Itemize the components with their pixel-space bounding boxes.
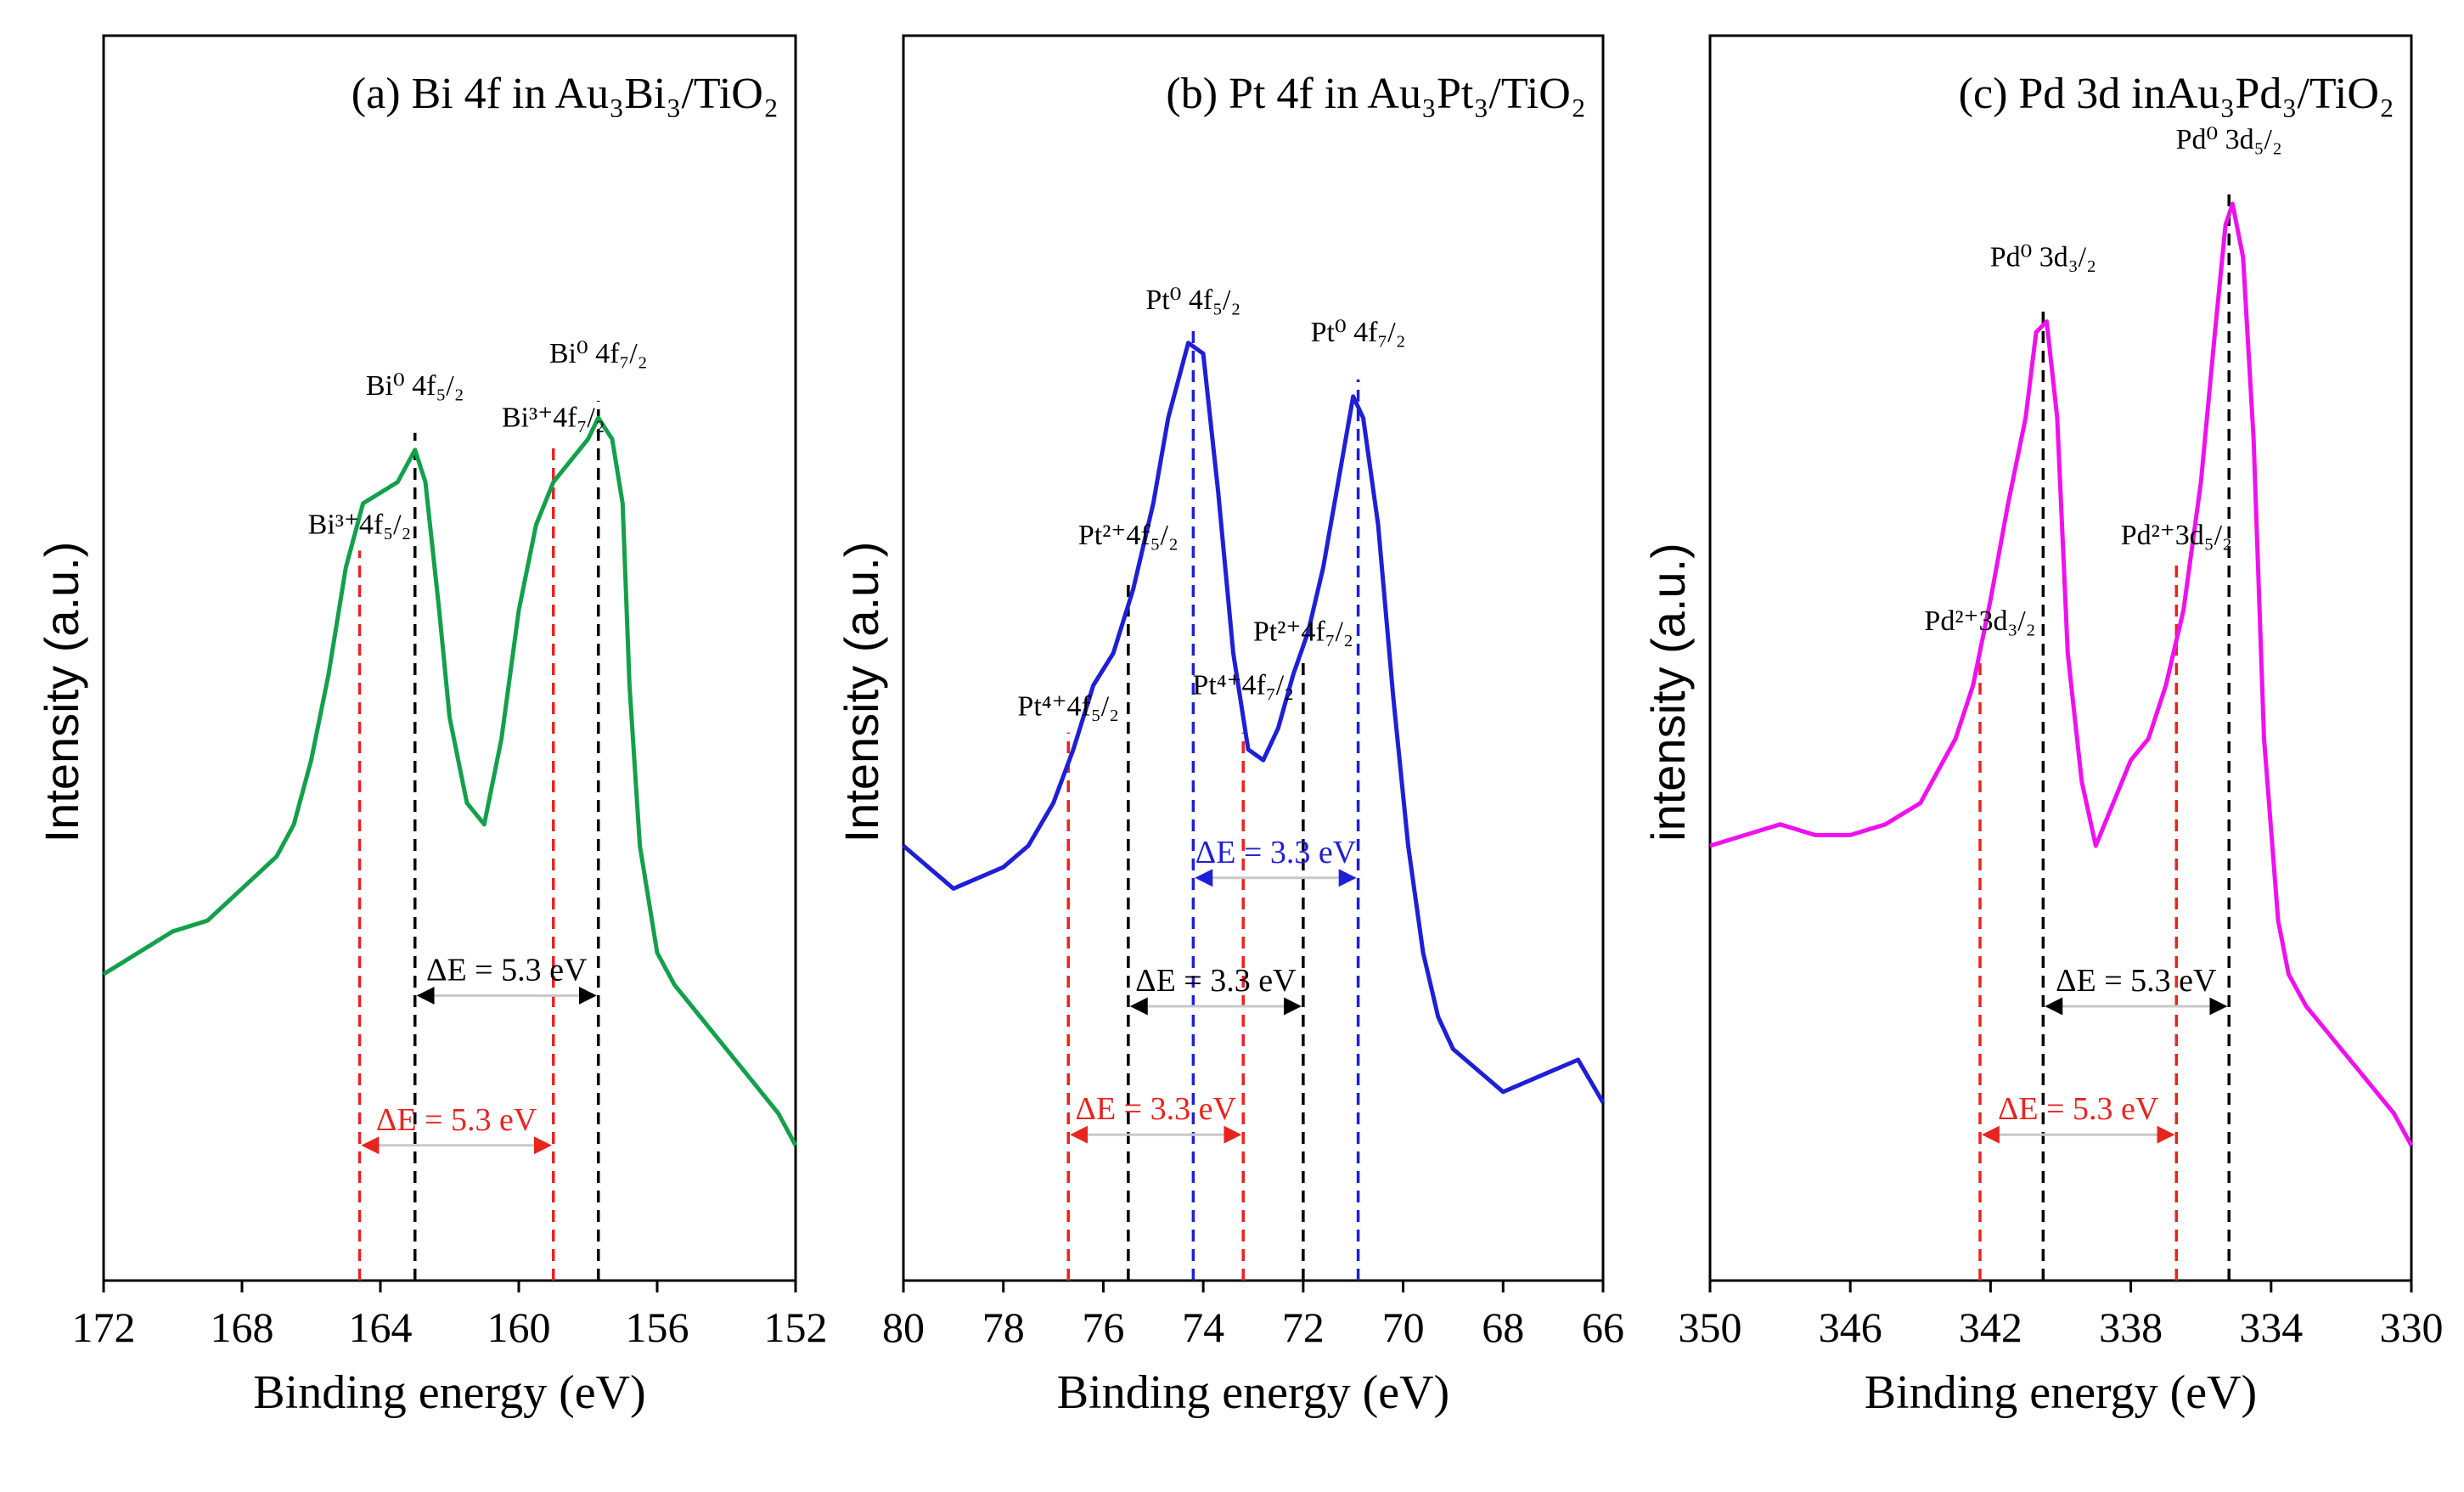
x-tick-label: 330	[2380, 1303, 2444, 1351]
peak-label: Pd⁰ 3d₅/₂	[2176, 124, 2282, 155]
panel-c: 350 346 342 338 334 330 Binding energy (eV) int…	[1641, 34, 2444, 1419]
x-tick-label: 172	[72, 1303, 136, 1351]
peak-label: Bi⁰ 4f₇/₂	[549, 338, 648, 369]
x-tick-label: 68	[1482, 1303, 1524, 1351]
x-tick-label: 350	[1679, 1303, 1742, 1351]
delta-e-label: ΔE = 5.3 eV	[376, 1102, 537, 1138]
x-tick-label: 76	[1082, 1303, 1124, 1351]
spectrum-line	[102, 415, 798, 1146]
plot-frame	[102, 34, 797, 1282]
peak-label: Pt²⁺4f₇/₂	[1253, 616, 1353, 647]
peak-label: Bi⁰ 4f₅/₂	[366, 370, 464, 402]
x-tick-label: 338	[2099, 1303, 2163, 1351]
x-tick-label: 168	[211, 1303, 274, 1351]
peak-label: Pt⁴⁺4f₇/₂	[1192, 670, 1294, 701]
x-tick-label: 66	[1582, 1303, 1624, 1351]
x-axis-label: Binding energy (eV)	[1057, 1366, 1449, 1419]
x-axis-label: Binding energy (eV)	[1865, 1366, 2257, 1419]
panel-b: 80 78 76 74 72 70 68 66 Binding energy (eV) Inten…	[835, 34, 1624, 1419]
peak-label: Bi³⁺4f₇/₂	[502, 402, 605, 433]
delta-e-label: ΔE = 5.3 eV	[426, 952, 588, 988]
x-tick-label: 346	[1819, 1303, 1882, 1351]
peak-label: Pt⁰ 4f₅/₂	[1145, 284, 1240, 316]
delta-e-label: ΔE = 3.3 eV	[1195, 835, 1357, 870]
x-tick-label: 156	[626, 1303, 689, 1351]
panel-title: (c) Pd 3d inAu₃Pd₃/TiO₂	[1959, 70, 2394, 118]
plot-frame	[902, 34, 1605, 1282]
peak-label: Pt⁴⁺4f₅/₂	[1017, 691, 1119, 723]
peak-label: Pt⁰ 4f₇/₂	[1311, 317, 1406, 348]
plot-frame	[1708, 34, 2413, 1282]
spectrum-line	[1709, 201, 2414, 1147]
delta-e-label: ΔE = 3.3 eV	[1135, 963, 1297, 999]
x-tick-label: 72	[1282, 1303, 1325, 1351]
x-axis-label: Binding energy (eV)	[253, 1366, 645, 1419]
x-tick-label: 334	[2239, 1303, 2303, 1351]
panel-a: 172 168 164 160 156 152 Binding energy (eV) Int…	[35, 34, 828, 1419]
panel-title: (a) Bi 4f in Au₃Bi₃/TiO₂	[352, 70, 779, 118]
peak-label: Pt²⁺4f₅/₂	[1078, 520, 1179, 551]
x-tick-label: 70	[1382, 1303, 1425, 1351]
x-tick-label: 80	[882, 1303, 925, 1351]
peak-label: Pd²⁺3d₅/₂	[2121, 520, 2232, 551]
peak-label: Pd⁰ 3d₃/₂	[1990, 242, 2096, 273]
x-tick-label: 152	[764, 1303, 828, 1351]
delta-e-label: ΔE = 5.3 eV	[2056, 963, 2217, 999]
y-axis-label: Intensity (a.u.)	[835, 542, 888, 843]
x-tick-label: 78	[982, 1303, 1025, 1351]
x-tick-label: 160	[487, 1303, 551, 1351]
peak-label: Bi³⁺4f₅/₂	[308, 509, 412, 540]
panel-title: (b) Pt 4f in Au₃Pt₃/TiO₂	[1166, 70, 1586, 118]
y-axis-label: Intensity (a.u.)	[35, 542, 88, 843]
delta-e-label: ΔE = 5.3 eV	[1998, 1091, 2159, 1127]
x-tick-label: 342	[1959, 1303, 2022, 1351]
peak-label: Pd²⁺3d₃/₂	[1924, 605, 2035, 637]
y-axis-label: intensity (a.u.)	[1641, 543, 1695, 842]
x-tick-label: 164	[349, 1303, 413, 1351]
spectrum-line	[902, 341, 1606, 1104]
x-tick-label: 74	[1182, 1303, 1224, 1351]
delta-e-label: ΔE = 3.3 eV	[1076, 1091, 1237, 1127]
